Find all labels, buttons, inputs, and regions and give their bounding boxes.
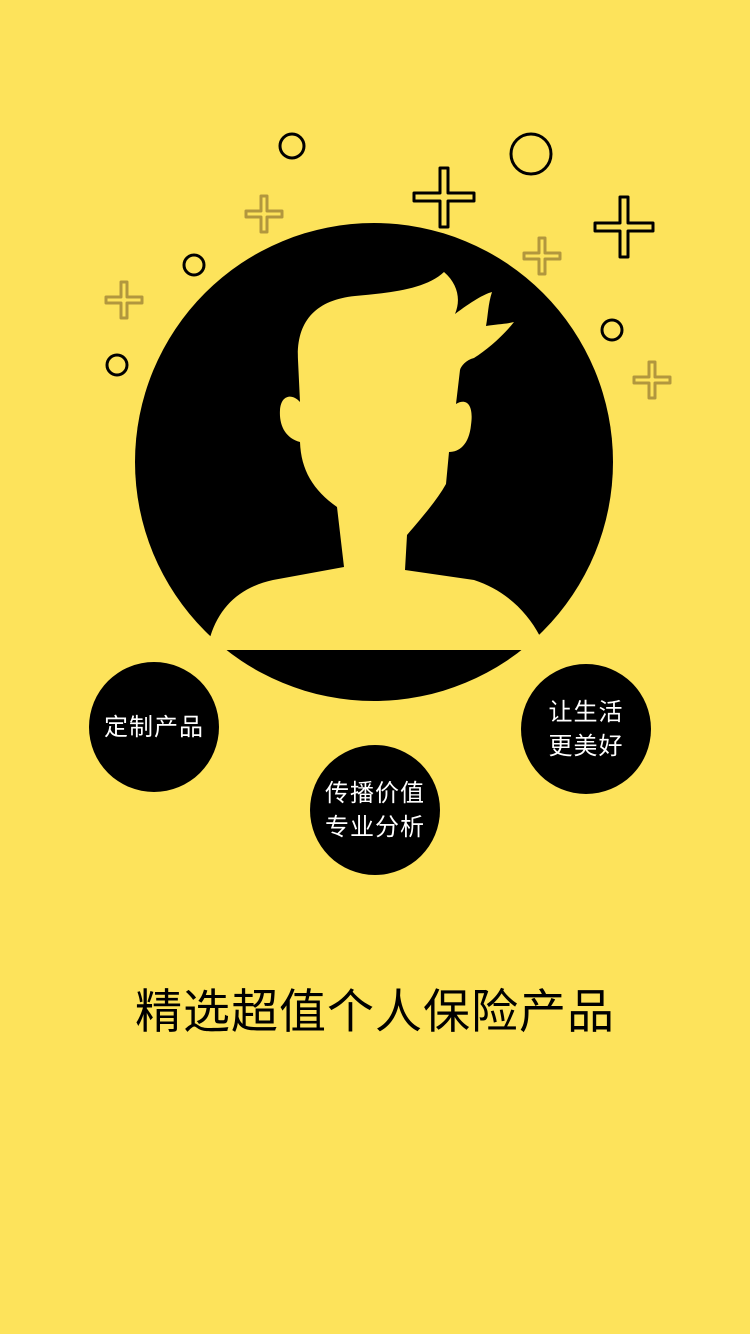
sparkle-plus-icon bbox=[104, 280, 144, 320]
sparkle-plus-icon bbox=[522, 236, 562, 276]
bubble-label-line2: 专业分析 bbox=[325, 813, 425, 841]
bubble-label: 定制产品 bbox=[104, 713, 204, 741]
bubble-label-line1: 传播价值 bbox=[325, 779, 425, 807]
sparkle-circle-icon bbox=[182, 253, 206, 277]
sparkle-plus-icon bbox=[593, 195, 655, 259]
sparkle-plus-icon bbox=[412, 166, 476, 229]
sparkle-plus-dark bbox=[412, 166, 655, 259]
page-title: 精选超值个人保险产品 bbox=[135, 985, 615, 1040]
feature-bubble-better-life[interactable]: 让生活 更美好 bbox=[521, 664, 651, 794]
bubble-label-line1: 让生活 bbox=[548, 698, 624, 726]
feature-bubble-value-analysis[interactable]: 传播价值 专业分析 bbox=[310, 745, 440, 875]
sparkle-circle-icon bbox=[278, 132, 306, 160]
sparkle-circle-icon bbox=[509, 132, 553, 176]
sparkle-plus-faded bbox=[104, 194, 672, 400]
feature-bubble-custom-products[interactable]: 定制产品 bbox=[89, 662, 219, 792]
sparkle-circle-icon bbox=[600, 318, 624, 342]
sparkle-circles bbox=[105, 132, 624, 377]
avatar-silhouette-icon bbox=[207, 272, 546, 650]
bubble-label-line2: 更美好 bbox=[548, 732, 624, 760]
sparkle-plus-icon bbox=[244, 194, 284, 234]
sparkle-circle-icon bbox=[105, 353, 129, 377]
sparkle-plus-icon bbox=[632, 360, 672, 400]
